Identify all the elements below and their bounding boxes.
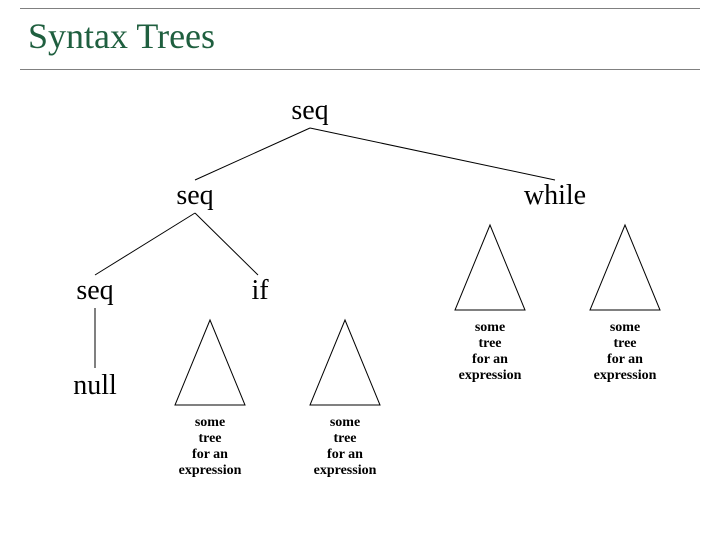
leaf-line: some: [330, 415, 360, 430]
title-rule-box: Syntax Trees: [20, 8, 700, 70]
leaf-label: some tree for an expression: [594, 320, 657, 384]
tree-node-null: null: [73, 370, 117, 402]
leaf-line: expression: [594, 368, 657, 383]
leaf-line: expression: [179, 463, 242, 478]
leaf-line: expression: [314, 463, 377, 478]
leaf-line: tree: [613, 336, 636, 351]
tree-node-seq-ll: seq: [76, 275, 113, 307]
tree-node-seq-l: seq: [176, 180, 213, 212]
tree-node-if: if: [251, 275, 268, 307]
leaf-line: tree: [478, 336, 501, 351]
leaf-label: some tree for an expression: [459, 320, 522, 384]
leaf-line: for an: [192, 447, 228, 462]
leaf-label: some tree for an expression: [179, 415, 242, 479]
leaf-line: tree: [198, 431, 221, 446]
leaf-line: some: [475, 320, 505, 335]
leaf-line: expression: [459, 368, 522, 383]
leaf-line: for an: [607, 352, 643, 367]
tree-node-while: while: [524, 180, 586, 212]
tree-node-root: seq: [291, 95, 328, 127]
leaf-line: for an: [327, 447, 363, 462]
slide-title: Syntax Trees: [28, 15, 215, 57]
leaf-line: some: [195, 415, 225, 430]
leaf-line: tree: [333, 431, 356, 446]
leaf-line: some: [610, 320, 640, 335]
leaf-label: some tree for an expression: [314, 415, 377, 479]
leaf-line: for an: [472, 352, 508, 367]
